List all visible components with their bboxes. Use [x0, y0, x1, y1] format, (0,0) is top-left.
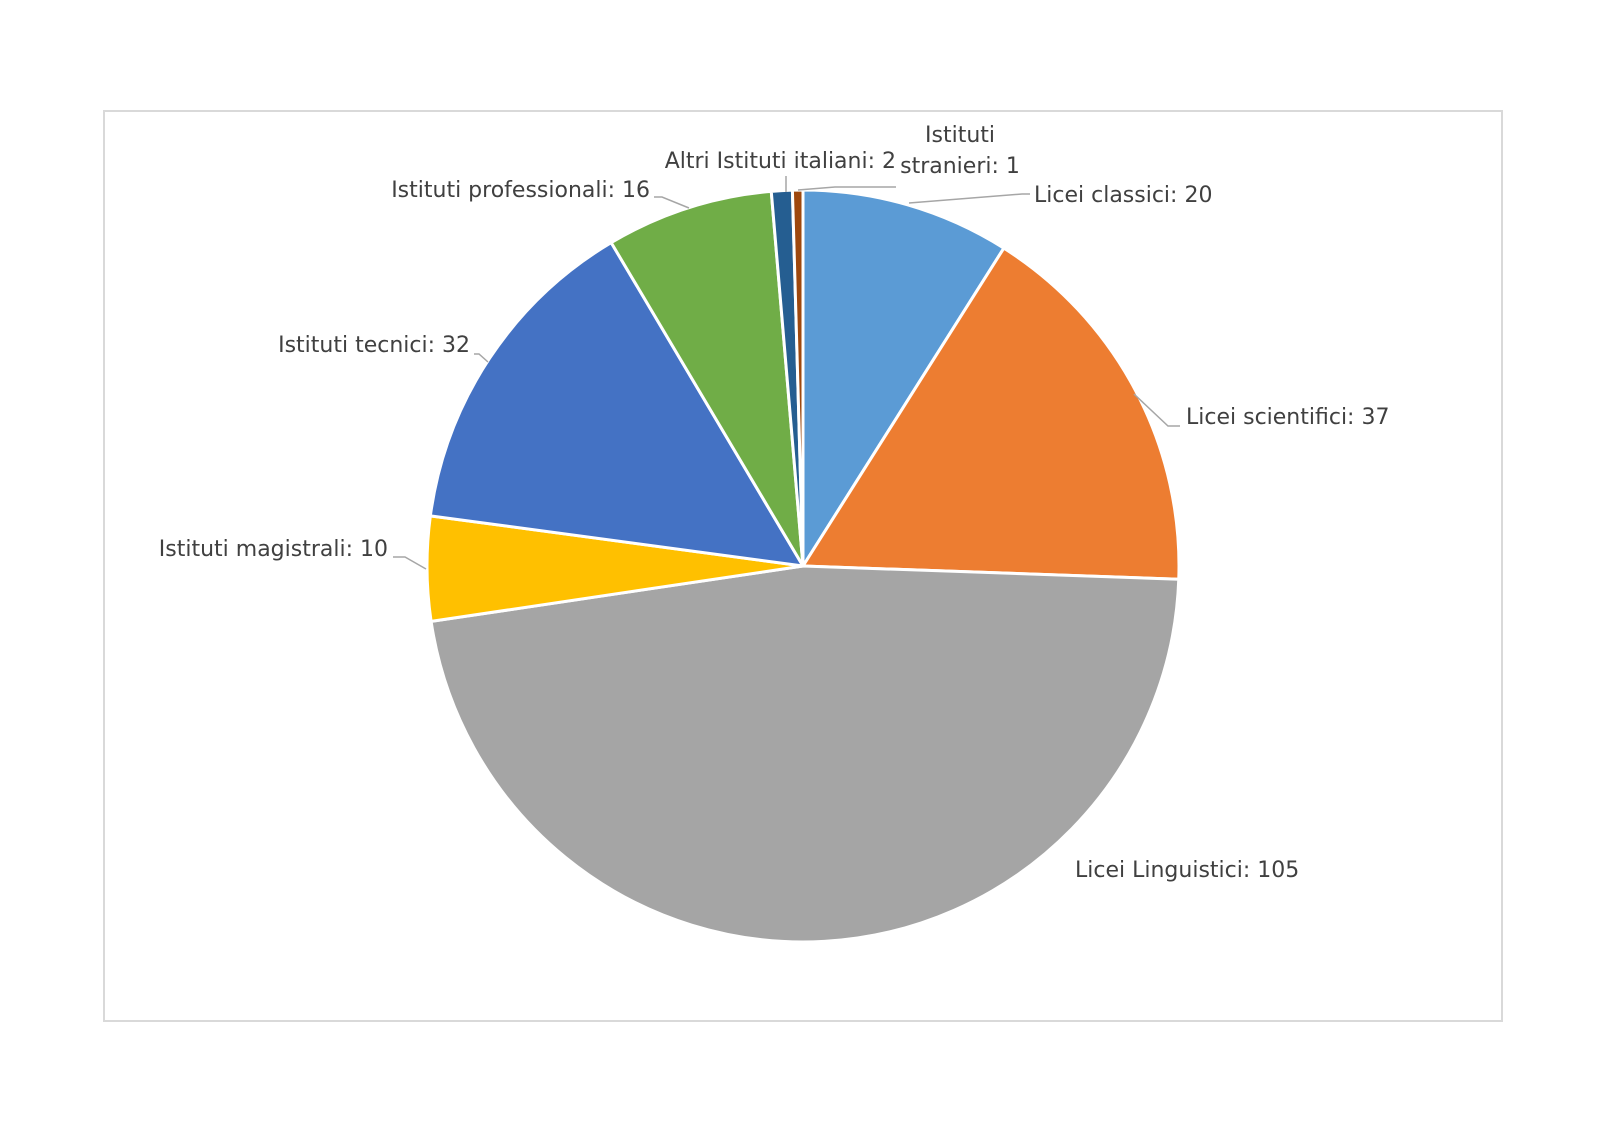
data-label-istituti-magistrali: Istituti magistrali: 10 [159, 537, 388, 562]
leader-line-licei-classici [908, 193, 1030, 204]
data-label-altri-istituti-italiani: Altri Istituti italiani: 2 [665, 149, 896, 174]
data-label-line: stranieri: 1 [900, 154, 1020, 179]
data-label-istituti-stranieri: Istituti stranieri: 1 [900, 123, 1020, 179]
data-label-line: Istituti professionali: 16 [391, 178, 650, 203]
leader-line-istituti-stranieri [797, 186, 896, 191]
pie-slice-licei-linguistici [429, 564, 1181, 944]
data-label-line: Istituti tecnici: 32 [278, 333, 470, 358]
pie-slice-istituti-tecnici [428, 241, 805, 568]
data-label-line: Licei scientifici: 37 [1186, 405, 1389, 430]
leader-line-istituti-tecnici [474, 353, 489, 363]
pie-slice-licei-classici [801, 188, 1006, 568]
data-label-licei-classici: Licei classici: 20 [1034, 183, 1212, 208]
data-label-licei-scientifici: Licei scientifici: 37 [1186, 405, 1389, 430]
data-label-line: Altri Istituti italiani: 2 [665, 149, 896, 174]
leader-line-istituti-professionali [654, 196, 690, 209]
data-label-istituti-tecnici: Istituti tecnici: 32 [278, 333, 470, 358]
data-label-line: Istituti [925, 123, 995, 148]
data-labels: Licei classici: 20 Licei scientifici: 37 L… [159, 123, 1390, 883]
leader-lines [393, 176, 1180, 570]
data-label-istituti-professionali: Istituti professionali: 16 [391, 178, 650, 203]
data-label-line: Istituti magistrali: 10 [159, 537, 388, 562]
data-label-line: Licei Linguistici: 105 [1075, 858, 1299, 883]
pie-slices [425, 188, 1181, 944]
leader-line-istituti-magistrali [393, 556, 427, 570]
pie-slice-licei-scientifici [801, 246, 1181, 581]
data-label-licei-linguistici: Licei Linguistici: 105 [1075, 858, 1299, 883]
leader-line-licei-scientifici [1133, 393, 1180, 427]
data-label-line: Licei classici: 20 [1034, 183, 1212, 208]
